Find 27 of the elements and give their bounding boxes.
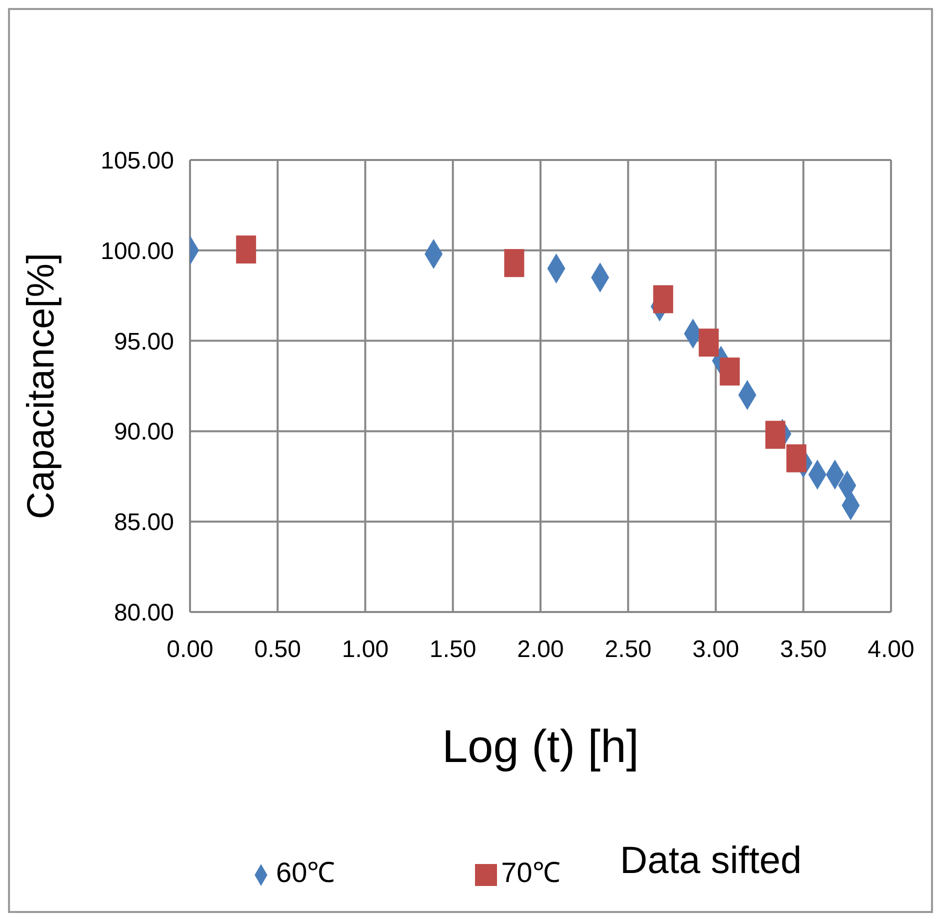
x-tick-label: 1.00	[342, 636, 389, 664]
text: Data sifted	[620, 840, 802, 883]
x-tick-label: 2.00	[517, 636, 564, 664]
y-axis-title: Capacitance[%]	[20, 252, 62, 520]
y-tick-label: 85.00	[114, 509, 174, 536]
point	[786, 444, 806, 472]
y-tick-label: 100.00	[100, 238, 174, 265]
point	[765, 420, 786, 449]
x-axis-title: Log (t) [h]	[442, 720, 639, 772]
x-tick-label: 3.50	[780, 636, 827, 664]
y-tick-label: 95.00	[114, 328, 174, 356]
point	[653, 285, 674, 314]
y-tick-label: 105.00	[100, 148, 174, 175]
point	[698, 328, 719, 357]
x-tick-label: 0.00	[166, 636, 214, 664]
x-tick-label: 1.50	[430, 636, 476, 664]
x-tick-label: 0.50	[254, 636, 301, 664]
point	[236, 235, 256, 264]
point	[720, 358, 740, 386]
x-tick-label: 2.50	[604, 636, 652, 664]
legend-label: 60℃	[276, 857, 336, 888]
y-tick-label: 80.00	[114, 600, 174, 627]
legend-label: 70℃	[501, 857, 560, 888]
y-tick-label: 90.00	[114, 418, 174, 446]
x-tick-label: 3.00	[692, 636, 740, 664]
x-tick-label: 4.00	[868, 636, 914, 664]
point	[504, 249, 524, 278]
